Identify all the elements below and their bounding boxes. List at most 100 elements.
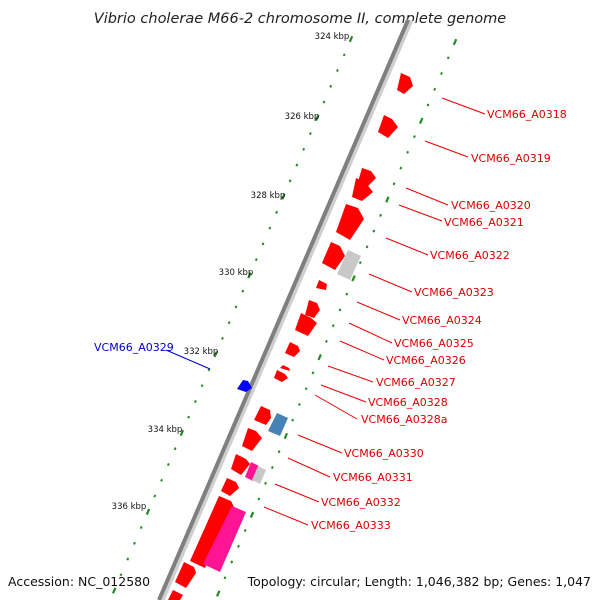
major-tick: [351, 275, 356, 282]
gene-feature-a0326[interactable]: [295, 313, 317, 336]
minor-tick: [392, 182, 396, 186]
leader-line: [356, 301, 401, 321]
gene-feature-pink-small[interactable]: [245, 462, 259, 481]
minor-tick: [311, 371, 315, 375]
major-tick: [213, 350, 218, 358]
gene-label-a0329[interactable]: VCM66_A0329: [94, 341, 174, 354]
gene-feature-pink-long[interactable]: [203, 506, 246, 572]
gene-feature-pseudo[interactable]: [337, 250, 361, 280]
gene-feature-a0333[interactable]: [221, 478, 239, 496]
gene-feature-long[interactable]: [190, 496, 234, 568]
minor-tick: [200, 384, 204, 388]
gene-label-a0318[interactable]: VCM66_A0318: [487, 108, 567, 121]
minor-tick: [336, 69, 339, 72]
map-title: Vibrio cholerae M66-2 chromosome II, com…: [94, 11, 507, 27]
gene-label-a0319[interactable]: VCM66_A0319: [471, 152, 551, 165]
major-tick: [247, 272, 252, 279]
major-tick: [179, 429, 185, 437]
gene-label-a0324[interactable]: VCM66_A0324: [402, 314, 482, 327]
gene-label-a0333[interactable]: VCM66_A0333: [311, 519, 391, 532]
gene-label-a0328[interactable]: VCM66_A0328: [368, 396, 448, 409]
leader-line: [263, 506, 309, 526]
gene-label-a0323[interactable]: VCM66_A0323: [414, 286, 494, 299]
gene-feature-a0324[interactable]: [316, 280, 327, 290]
minor-tick: [446, 56, 450, 60]
kbp-label: 324 kbp: [315, 32, 350, 42]
minor-tick: [365, 245, 369, 249]
minor-tick: [433, 87, 437, 91]
leader-line: [320, 384, 367, 403]
kbp-label: 336 kbp: [112, 502, 147, 512]
kbp-label: 328 kbp: [251, 191, 286, 201]
minor-tick: [342, 53, 346, 57]
minor-tick: [304, 387, 308, 391]
minor-tick: [227, 321, 231, 325]
gene-feature-bottom-2[interactable]: [168, 590, 183, 600]
gene-feature-a0332[interactable]: [231, 454, 250, 475]
gene-label-a0326[interactable]: VCM66_A0326: [386, 354, 466, 367]
chromosome-backbone: [157, 19, 410, 600]
leader-line: [327, 365, 374, 383]
major-tick: [317, 353, 322, 361]
leader-line: [348, 322, 393, 344]
gene-label-a0332[interactable]: VCM66_A0332: [321, 496, 401, 509]
inner-tick-track: [111, 35, 354, 594]
kbp-label: 326 kbp: [285, 112, 320, 122]
gene-feature-pseudo-small[interactable]: [252, 466, 266, 484]
leader-line: [424, 140, 469, 158]
minor-tick: [139, 526, 143, 529]
gene-feature-a0319[interactable]: [378, 115, 398, 138]
minor-tick: [221, 336, 224, 340]
minor-tick: [173, 447, 177, 451]
gene-feature-bottom-1[interactable]: [175, 562, 196, 588]
gene-feature-a0325[interactable]: [305, 300, 320, 318]
minor-tick: [338, 308, 342, 312]
gene-label-a0321[interactable]: VCM66_A0321: [444, 216, 524, 229]
gene-feature-a0328[interactable]: [280, 365, 290, 371]
gene-label-a0320[interactable]: VCM66_A0320: [451, 199, 531, 212]
leader-line: [441, 97, 486, 115]
gene-label-a0328a[interactable]: VCM66_A0328a: [361, 413, 447, 426]
minor-tick: [223, 576, 227, 580]
gene-label-a0330[interactable]: VCM66_A0330: [344, 447, 424, 460]
leader-line: [314, 394, 358, 420]
minor-tick: [234, 305, 238, 309]
major-tick: [111, 587, 117, 594]
major-tick: [314, 114, 320, 122]
leader-lines: [165, 97, 486, 526]
minor-tick: [295, 163, 299, 167]
minor-tick: [297, 402, 301, 407]
minor-tick: [268, 226, 272, 230]
minor-tick: [308, 132, 312, 136]
major-tick: [283, 432, 289, 440]
leader-line: [297, 434, 343, 454]
gene-feature-steel[interactable]: [268, 413, 288, 436]
gene-feature-a0331[interactable]: [242, 428, 262, 451]
minor-tick: [153, 494, 157, 498]
minor-tick: [406, 150, 410, 154]
minor-tick: [243, 529, 247, 532]
gene-label-a0322[interactable]: VCM66_A0322: [430, 249, 510, 262]
gene-label-a0331[interactable]: VCM66_A0331: [333, 471, 413, 484]
minor-tick: [302, 147, 306, 151]
minor-tick: [261, 242, 265, 246]
gene-feature-a0330[interactable]: [254, 406, 271, 425]
gene-feature-a0321[interactable]: [352, 178, 373, 201]
gene-feature-a0322[interactable]: [336, 204, 364, 240]
gene-labels: VCM66_A0318 VCM66_A0319 VCM66_A0320 VCM6…: [94, 108, 567, 532]
gene-feature-a0318[interactable]: [397, 73, 413, 94]
minor-tick: [345, 292, 349, 296]
minor-tick: [372, 229, 376, 233]
gene-feature-a0327[interactable]: [285, 342, 300, 357]
gene-label-a0327[interactable]: VCM66_A0327: [376, 376, 456, 389]
gene-feature-a0328a[interactable]: [274, 370, 288, 382]
gene-feature-a0323[interactable]: [322, 242, 345, 270]
major-tick: [249, 511, 255, 518]
gene-features: [168, 73, 413, 600]
gene-label-a0325[interactable]: VCM66_A0325: [394, 337, 474, 350]
leader-line: [339, 340, 385, 361]
gene-feature-a0329[interactable]: [237, 380, 252, 392]
minor-tick: [193, 399, 197, 404]
minor-tick: [237, 544, 240, 548]
minor-tick: [119, 573, 123, 577]
